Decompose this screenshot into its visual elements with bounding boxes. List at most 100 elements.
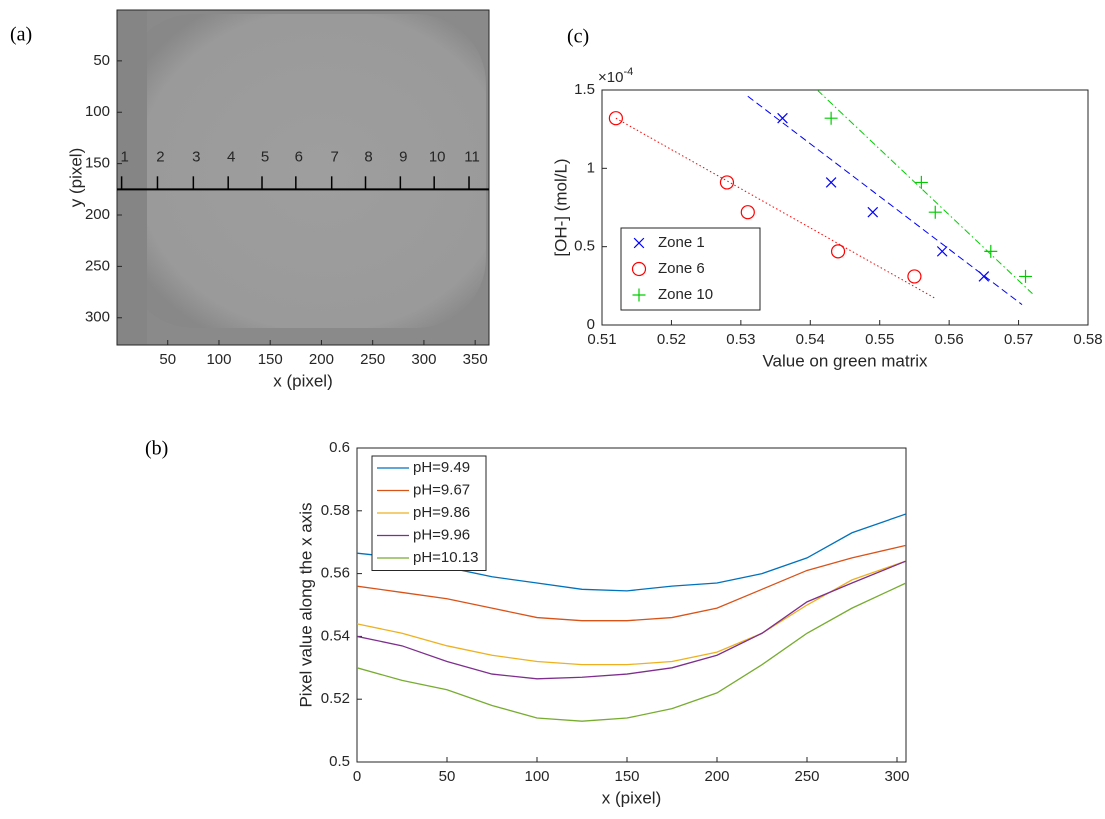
- y-tick-label: 0.54: [321, 627, 350, 644]
- scatter-point: [978, 271, 990, 282]
- scatter-point: [984, 244, 998, 258]
- legend-box: [620, 227, 761, 311]
- x-tick-label: 0.56: [935, 331, 964, 348]
- y-axis-title: Pixel value along the x axis: [296, 502, 315, 707]
- scatter-point: [777, 112, 788, 124]
- legend-label: Zone 10: [658, 286, 713, 303]
- x-tick-label: 200: [309, 351, 334, 368]
- fit-line: [816, 90, 1033, 295]
- line-series: [357, 560, 906, 666]
- x-tick-label: 0.54: [796, 331, 825, 348]
- legend-label: pH=9.49: [413, 459, 470, 476]
- x-tick-label: 300: [411, 351, 436, 368]
- y-tick-label: 0.5: [574, 238, 595, 255]
- fit-line: [747, 95, 1023, 306]
- x-tick-label: 150: [614, 768, 639, 785]
- zone-label: 3: [192, 148, 200, 165]
- zone-label: 4: [227, 148, 235, 165]
- legend-marker: [632, 288, 646, 302]
- y-tick-label: 0.6: [329, 439, 350, 456]
- y-axis-title: y (pixel): [66, 148, 85, 208]
- line-series: [357, 582, 906, 722]
- y-multiplier-base: ×10: [598, 69, 623, 86]
- y-tick-label: 300: [85, 309, 110, 326]
- scatter-point: [740, 205, 755, 220]
- scatter-point: [825, 177, 837, 188]
- y-tick-label: 1: [587, 159, 595, 176]
- x-tick-label: 0.52: [657, 331, 686, 348]
- y-tick-label: 0.52: [321, 690, 350, 707]
- legend-marker: [633, 237, 645, 249]
- x-tick-label: 0.51: [587, 331, 616, 348]
- axes-box: [116, 9, 490, 346]
- y-tick-label: 200: [85, 206, 110, 223]
- x-tick-label: 200: [704, 768, 729, 785]
- y-tick-label: 1.5: [574, 81, 595, 98]
- y-tick-label: 0: [587, 316, 595, 333]
- scatter-point: [719, 175, 735, 190]
- y-tick-label: 150: [85, 155, 110, 172]
- y-tick-label: 0.58: [321, 502, 350, 519]
- scatter-point: [907, 269, 922, 284]
- legend-label: pH=10.13: [413, 549, 478, 566]
- y-tick-label: 250: [85, 257, 110, 274]
- scatter-point: [824, 111, 838, 125]
- zone-label: 9: [399, 148, 407, 165]
- y-tick-label: 50: [93, 52, 110, 69]
- x-tick-label: 250: [794, 768, 819, 785]
- zone-label: 1: [120, 148, 128, 165]
- x-tick-label: 250: [360, 351, 385, 368]
- x-axis-title: x (pixel): [273, 371, 333, 390]
- zone-label: 5: [261, 148, 269, 165]
- scatter-point: [608, 111, 623, 126]
- x-tick-label: 150: [258, 351, 283, 368]
- legend-marker: [631, 261, 647, 277]
- legend-label: pH=9.67: [413, 481, 470, 498]
- y-tick-label: 0.56: [321, 565, 350, 582]
- y-multiplier: ×10-4: [598, 66, 633, 86]
- axes-box: [601, 89, 1089, 326]
- zone-label: 2: [156, 148, 164, 165]
- zone-label: 6: [295, 148, 303, 165]
- x-axis-title: Value on green matrix: [762, 351, 928, 370]
- zone-label: 7: [331, 148, 339, 165]
- scatter-point: [1019, 269, 1033, 283]
- scatter-point: [928, 205, 942, 219]
- panel-label: (c): [567, 26, 589, 48]
- legend-label: pH=9.86: [413, 504, 470, 521]
- axes-box: [356, 447, 907, 763]
- panel-label: (a): [10, 24, 32, 46]
- image: [117, 10, 489, 345]
- legend-label: Zone 6: [658, 260, 705, 277]
- scatter-point: [867, 206, 879, 218]
- y-axis-title: [OH-] (mol/L): [551, 158, 570, 256]
- scatter-point: [830, 244, 846, 259]
- x-tick-label: 350: [463, 351, 488, 368]
- x-tick-label: 0.57: [1004, 331, 1033, 348]
- x-tick-label: 300: [884, 768, 909, 785]
- zone-label: 10: [429, 148, 446, 165]
- y-multiplier-exponent: -4: [623, 66, 633, 78]
- x-tick-label: 0.58: [1073, 331, 1102, 348]
- zone-label: 11: [464, 148, 480, 165]
- x-tick-label: 50: [439, 768, 456, 785]
- y-tick-label: 0.5: [329, 753, 350, 770]
- legend-label: pH=9.96: [413, 526, 470, 543]
- fit-line: [615, 117, 936, 299]
- scatter-point: [914, 175, 928, 189]
- x-axis-title: x (pixel): [602, 788, 662, 807]
- line-series: [357, 560, 906, 680]
- legend-label: Zone 1: [658, 234, 705, 251]
- x-tick-label: 50: [159, 351, 176, 368]
- x-tick-label: 100: [524, 768, 549, 785]
- zone-label: 8: [364, 148, 372, 165]
- x-tick-label: 0.55: [865, 331, 894, 348]
- x-tick-label: 100: [206, 351, 231, 368]
- line-series: [357, 544, 906, 622]
- x-tick-label: 0.53: [726, 331, 755, 348]
- y-tick-label: 100: [85, 103, 110, 120]
- x-tick-label: 0: [353, 768, 361, 785]
- scatter-point: [936, 246, 948, 257]
- plot-area: [608, 90, 1033, 306]
